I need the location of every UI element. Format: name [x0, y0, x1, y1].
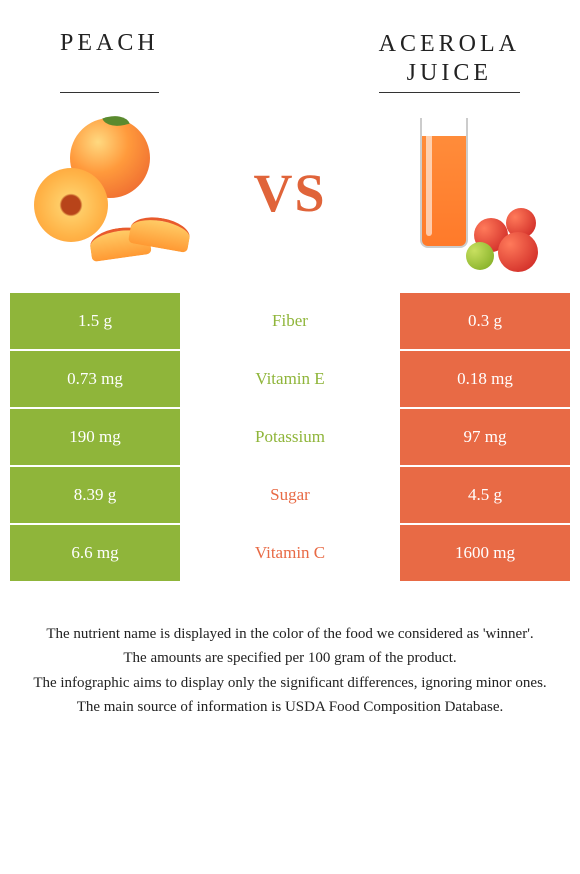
left-value: 0.73 mg [10, 351, 180, 407]
nutrient-label: Vitamin E [180, 351, 400, 407]
comparison-table: 1.5 gFiber0.3 g0.73 mgVitamin E0.18 mg19… [0, 293, 580, 581]
title-acerola-juice: ACEROLA JUICE [379, 30, 520, 93]
table-row: 0.73 mgVitamin E0.18 mg [10, 351, 570, 407]
left-value: 8.39 g [10, 467, 180, 523]
table-row: 1.5 gFiber0.3 g [10, 293, 570, 349]
table-row: 8.39 gSugar4.5 g [10, 467, 570, 523]
peach-image [30, 118, 200, 268]
images-row: VS [0, 103, 580, 293]
vs-label: VS [253, 162, 326, 224]
title-peach: PEACH [60, 30, 159, 93]
title-line1: ACEROLA [379, 31, 520, 57]
nutrient-label: Sugar [180, 467, 400, 523]
footer-notes: The nutrient name is displayed in the co… [0, 583, 580, 719]
right-value: 97 mg [400, 409, 570, 465]
footer-line: The main source of information is USDA F… [20, 696, 560, 719]
left-value: 1.5 g [10, 293, 180, 349]
right-value: 4.5 g [400, 467, 570, 523]
footer-line: The nutrient name is displayed in the co… [20, 623, 560, 646]
right-value: 1600 mg [400, 525, 570, 581]
left-value: 6.6 mg [10, 525, 180, 581]
right-value: 0.3 g [400, 293, 570, 349]
nutrient-label: Fiber [180, 293, 400, 349]
acerola-juice-image [380, 118, 550, 268]
footer-line: The amounts are specified per 100 gram o… [20, 647, 560, 670]
left-value: 190 mg [10, 409, 180, 465]
title-line2: JUICE [407, 60, 492, 86]
footer-line: The infographic aims to display only the… [20, 672, 560, 695]
right-value: 0.18 mg [400, 351, 570, 407]
nutrient-label: Potassium [180, 409, 400, 465]
table-row: 6.6 mgVitamin C1600 mg [10, 525, 570, 581]
header: PEACH ACEROLA JUICE [0, 0, 580, 103]
nutrient-label: Vitamin C [180, 525, 400, 581]
table-row: 190 mgPotassium97 mg [10, 409, 570, 465]
